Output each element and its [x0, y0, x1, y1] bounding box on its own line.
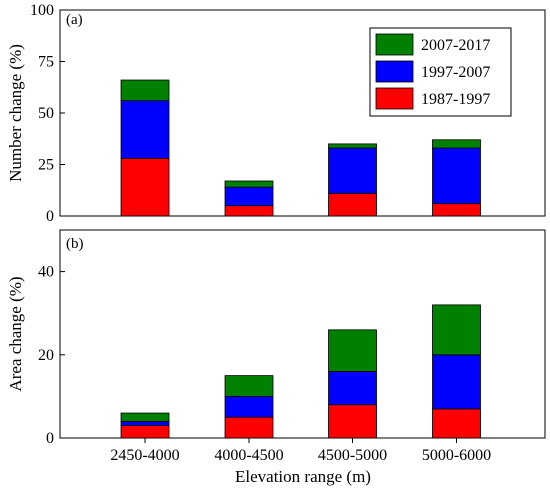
panel-a-bar-4000-4500-1997-2007 — [224, 186, 274, 207]
panel-b-label: (b) — [66, 236, 84, 252]
panel-b-bar-4000-4500-1997-2007 — [224, 395, 274, 418]
panel-a-bar-4000-4500-2007-2017 — [224, 180, 274, 188]
panel-a-bar-2450-4000-1997-2007 — [120, 100, 170, 159]
panel-b-bar-4000-4500-2007-2017 — [224, 375, 274, 397]
legend-box — [369, 27, 512, 117]
legend-label-1987-1997: 1987-1997 — [421, 91, 490, 108]
panel-b-bar-5000-6000-1987-1997 — [432, 408, 481, 439]
legend: 2007-2017 1997-2007 1987-1997 — [369, 27, 512, 117]
panel-b-bar-4000-4500-1987-1997 — [224, 416, 274, 439]
legend-label-1997-2007: 1997-2007 — [421, 64, 490, 81]
panel-a-bar-4500-5000-1997-2007 — [328, 147, 377, 194]
panel-b-bar-2450-4000-1987-1997 — [120, 425, 170, 439]
panel-a-y-tick-label: 100 — [30, 2, 54, 19]
legend-swatch-1987-1997 — [375, 87, 414, 110]
panel-b-frame — [59, 229, 546, 439]
x-axis: 2450-4000 4000-4500 4500-5000 5000-6000 — [110, 438, 491, 464]
panel-b-y-tick-label: 0 — [46, 430, 54, 447]
panel-a-bar-2450-4000-1987-1997 — [120, 157, 170, 217]
panel-a-y-tick-label: 75 — [38, 54, 54, 71]
panel-b-bar-5000-6000-1997-2007 — [432, 354, 481, 410]
legend-swatch-1997-2007 — [375, 60, 414, 83]
panel-a-y-tick-label: 25 — [38, 157, 54, 174]
panel-b-y-tick-label: 20 — [38, 347, 54, 364]
x-tick-label: 5000-6000 — [422, 447, 491, 464]
legend-label-2007-2017: 2007-2017 — [421, 37, 490, 54]
panel-b-bar-4500-5000-1997-2007 — [328, 371, 377, 406]
x-axis-title: Elevation range (m) — [235, 467, 371, 486]
panel-b-y-axis-title: Area change (%) — [6, 276, 25, 391]
panel-a-y-tick-label: 0 — [46, 208, 54, 225]
x-tick-label: 4000-4500 — [214, 447, 283, 464]
panel-a-bar-2450-4000-2007-2017 — [120, 79, 170, 102]
panel-b-bars — [120, 304, 481, 439]
panel-a: (a) 0 25 50 75 100 Number change (%) 2007-20… — [6, 2, 546, 225]
panel-b-bar-2450-4000-1997-2007 — [120, 420, 170, 426]
legend-swatch-2007-2017 — [375, 33, 414, 56]
panel-a-bar-4500-5000-1987-1997 — [328, 192, 377, 217]
panel-b-y-axis: 0 20 40 — [38, 264, 65, 447]
panel-a-y-tick-label: 50 — [38, 105, 54, 122]
panel-a-y-axis-title: Number change (%) — [6, 44, 25, 182]
x-tick-label: 4500-5000 — [318, 447, 387, 464]
panel-b-bar-5000-6000-2007-2017 — [432, 304, 481, 356]
x-tick-label: 2450-4000 — [110, 447, 179, 464]
panel-a-bar-4000-4500-1987-1997 — [224, 205, 274, 217]
panel-a-bar-5000-6000-1987-1997 — [432, 203, 481, 217]
panel-b-bar-4500-5000-1987-1997 — [328, 404, 377, 439]
panel-a-label: (a) — [66, 12, 83, 28]
panel-b-y-tick-label: 40 — [38, 264, 54, 281]
panel-a-bars — [120, 79, 481, 217]
panel-a-bar-4500-5000-2007-2017 — [328, 143, 377, 149]
panel-b-bar-2450-4000-2007-2017 — [120, 412, 170, 422]
panel-a-y-axis: 0 25 50 75 100 — [30, 2, 65, 225]
panel-a-bar-5000-6000-2007-2017 — [432, 139, 481, 149]
panel-b: (b) 0 20 40 2450-4000 4000-4500 4500-5000 500… — [6, 229, 546, 486]
panel-b-bar-4500-5000-2007-2017 — [328, 329, 377, 372]
panel-a-bar-5000-6000-1997-2007 — [432, 147, 481, 205]
